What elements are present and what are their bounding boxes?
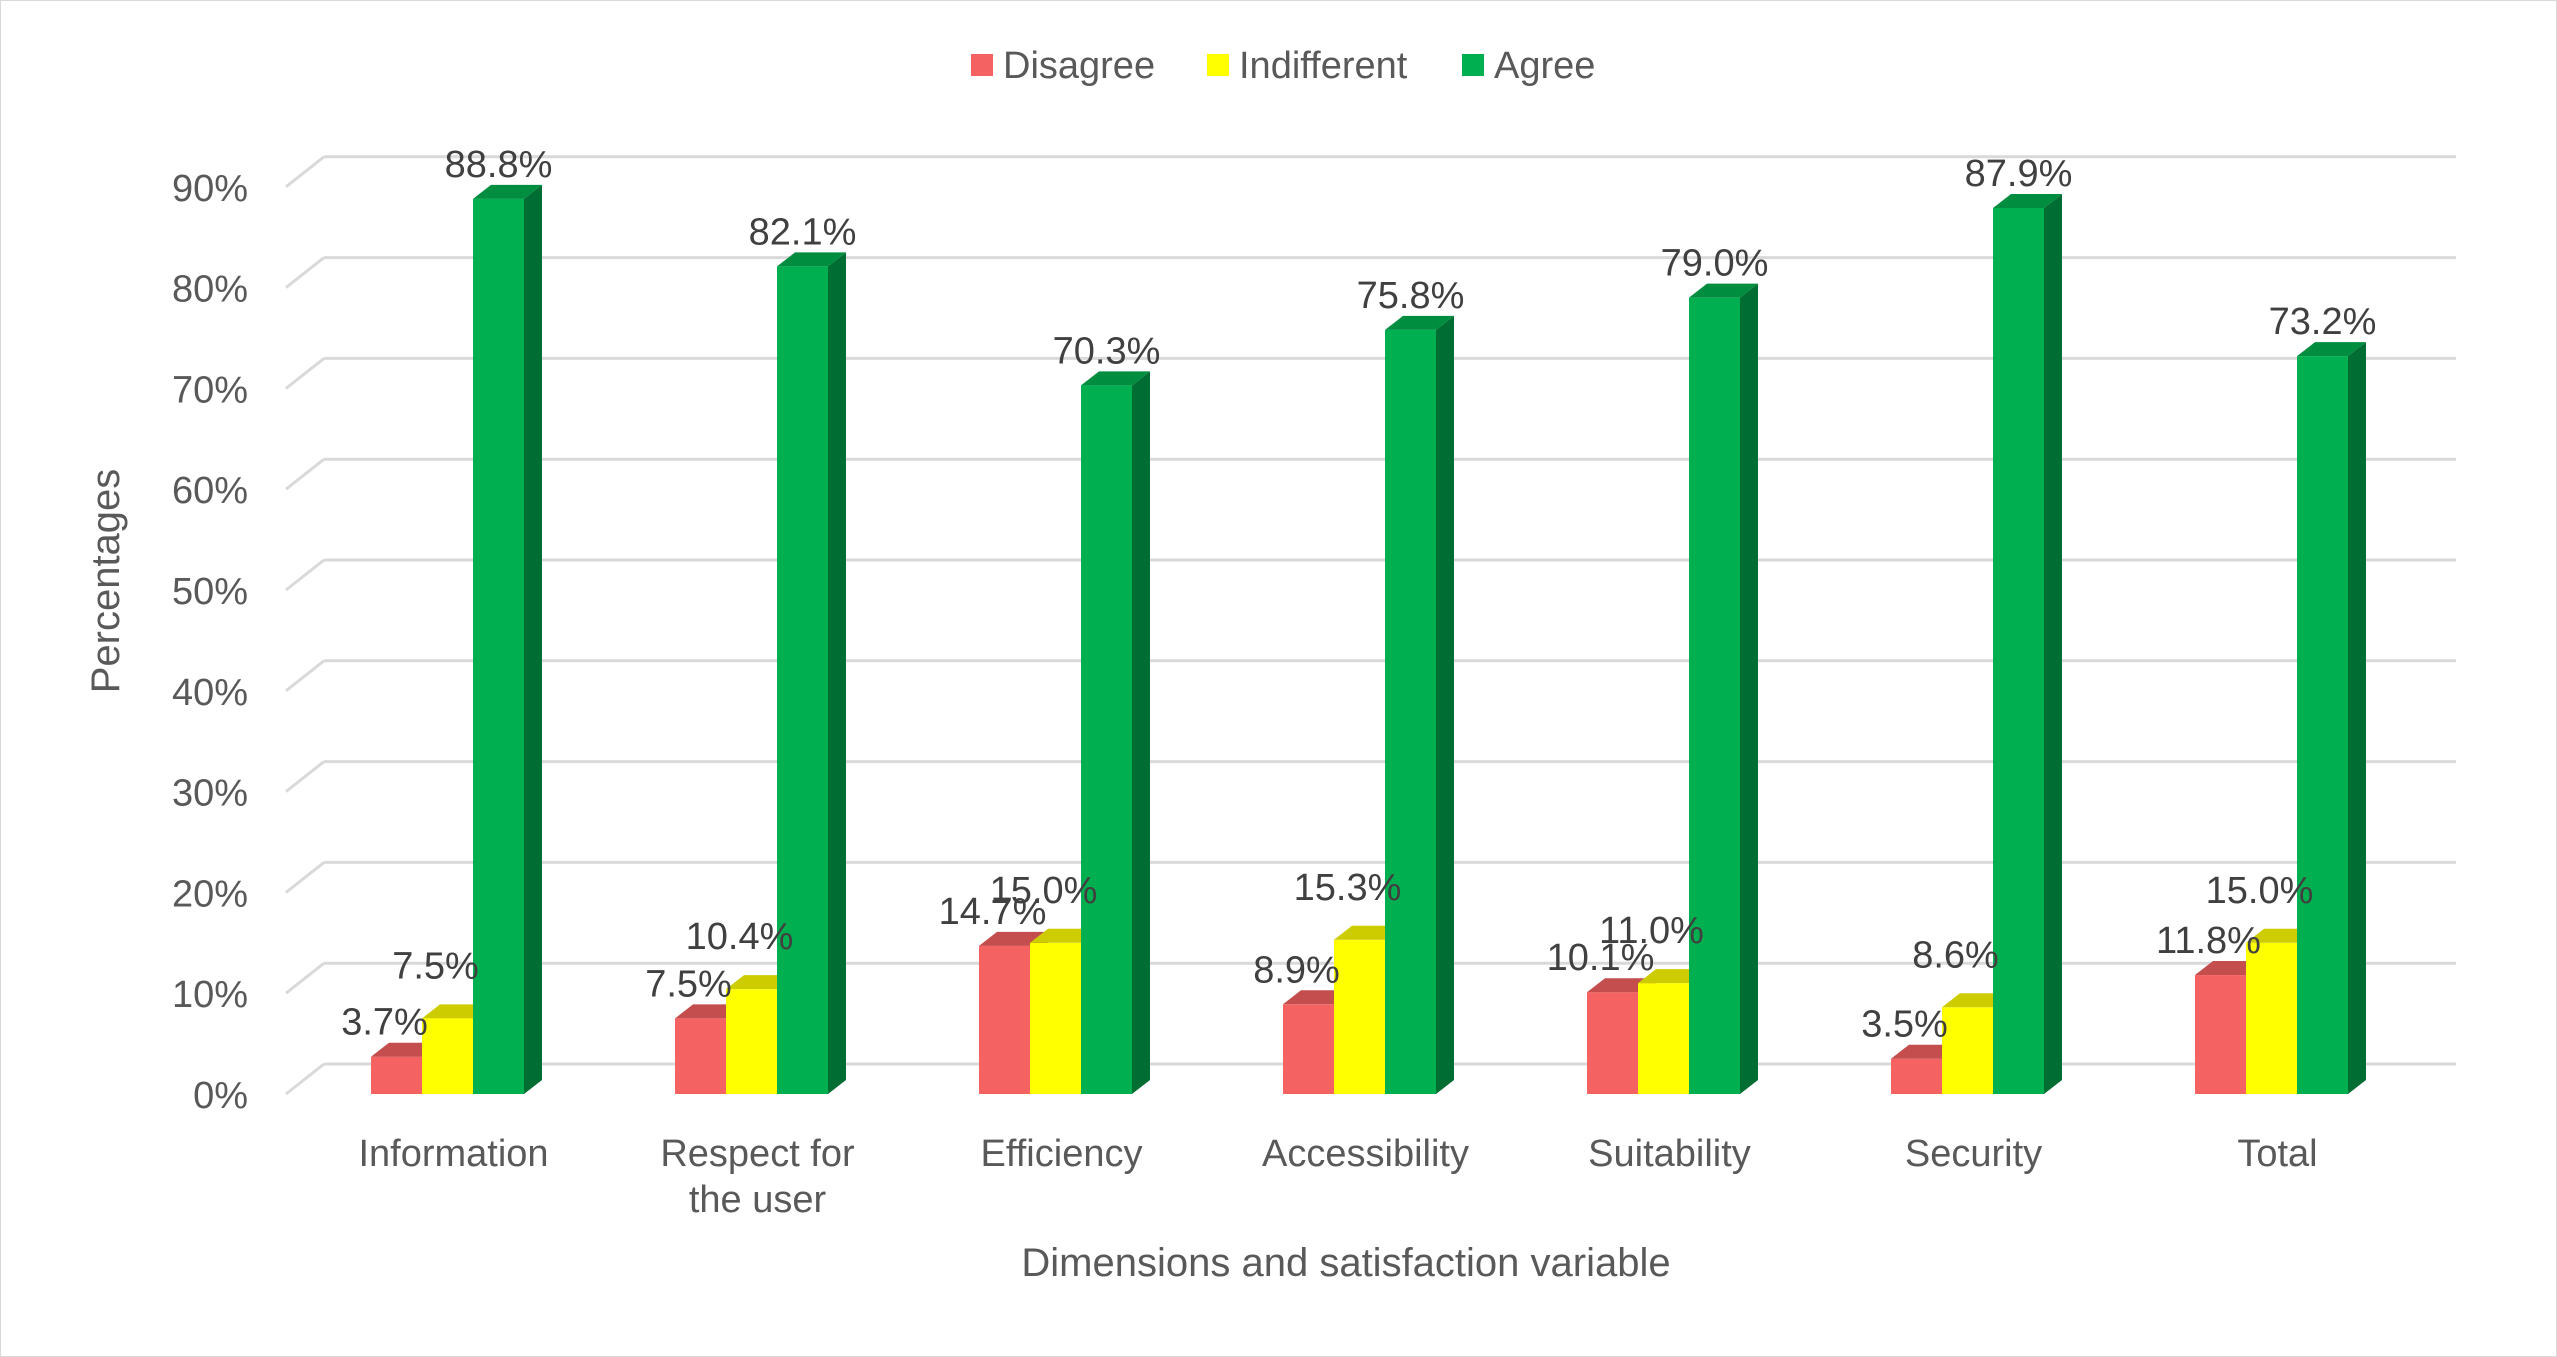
data-labels: 3.7%7.5%88.8%7.5%10.4%82.1%14.7%15.0%70.… — [341, 144, 2376, 1046]
y-axis-ticks: 0% 10% 20% 30% 40% 50% 60% 70% 80% 90% — [172, 168, 248, 1117]
bar-disagree — [1283, 1004, 1334, 1094]
bar-indifferent — [726, 989, 777, 1094]
bar-indifferent — [1638, 983, 1689, 1094]
data-label-agree: 70.3% — [1053, 330, 1161, 372]
bar-indifferent — [2246, 942, 2297, 1094]
data-label-indifferent: 15.0% — [990, 870, 1098, 912]
bar-indifferent — [1942, 1007, 1993, 1094]
y-tick-label: 60% — [172, 470, 248, 512]
y-tick-label: 40% — [172, 672, 248, 714]
bar-agree — [473, 198, 524, 1094]
data-label-indifferent: 15.0% — [2206, 870, 2314, 912]
bar-disagree — [979, 945, 1030, 1094]
bar-side-agree — [2044, 193, 2062, 1094]
bar-agree — [1689, 297, 1740, 1094]
y-tick-label: 30% — [172, 773, 248, 815]
category-label: Information — [358, 1133, 548, 1175]
gridline-depth — [285, 357, 325, 390]
category-label: Respect for the user — [660, 1133, 855, 1221]
bar-agree — [777, 266, 828, 1094]
y-tick-label: 70% — [172, 369, 248, 411]
gridline-depth — [285, 962, 325, 995]
bar-top-agree — [1385, 315, 1454, 330]
legend-label-agree: Agree — [1494, 45, 1595, 87]
legend-label-disagree: Disagree — [1003, 45, 1155, 87]
data-label-disagree: 10.1% — [1547, 937, 1655, 979]
gridline-depth — [285, 760, 325, 793]
category-label: Suitability — [1588, 1133, 1751, 1175]
gridline-depth — [285, 659, 325, 692]
data-label-disagree: 8.9% — [1253, 949, 1340, 991]
y-tick-label: 20% — [172, 873, 248, 915]
bar-top-agree — [473, 184, 542, 199]
data-label-indifferent: 15.3% — [1294, 867, 1402, 909]
data-label-agree: 73.2% — [2269, 301, 2377, 343]
bar-disagree — [1587, 992, 1638, 1094]
bar-top-agree — [1993, 193, 2062, 208]
legend-swatch-disagree — [971, 54, 993, 76]
bar-indifferent — [1030, 942, 1081, 1094]
data-label-indifferent: 11.0% — [1599, 910, 1704, 952]
category-label: Efficiency — [981, 1133, 1143, 1175]
bar-agree — [1385, 329, 1436, 1094]
bar-side-agree — [524, 184, 542, 1094]
gridline-depth — [285, 1062, 325, 1096]
bar-side-agree — [1740, 283, 1758, 1094]
y-axis-title: Percentages — [84, 469, 128, 694]
bars — [371, 184, 2366, 1095]
bar-agree — [2297, 356, 2348, 1094]
data-label-disagree: 3.7% — [341, 1002, 428, 1044]
data-label-disagree: 14.7% — [939, 891, 1047, 933]
x-axis-categories: Information Respect for the user Efficiency… — [358, 1133, 2317, 1221]
data-label-agree: 88.8% — [445, 144, 553, 186]
y-tick-label: 10% — [172, 974, 248, 1016]
category-label: Accessibility — [1262, 1133, 1469, 1175]
bar-indifferent — [422, 1018, 473, 1094]
bar-indifferent — [1334, 939, 1385, 1094]
bar-disagree — [2195, 975, 2246, 1094]
data-label-agree: 79.0% — [1661, 243, 1769, 285]
bar-disagree — [371, 1056, 422, 1094]
data-label-disagree: 3.5% — [1861, 1004, 1948, 1046]
bar-top-agree — [2297, 342, 2366, 357]
legend-label-indifferent: Indifferent — [1239, 45, 1408, 87]
gridline-depth — [285, 861, 325, 894]
data-label-indifferent: 10.4% — [686, 916, 794, 958]
y-tick-label: 0% — [193, 1075, 248, 1117]
gridline-depth — [285, 458, 325, 491]
y-tick-label: 90% — [172, 168, 248, 210]
bar-top-agree — [1081, 371, 1150, 386]
data-label-agree: 82.1% — [749, 211, 857, 253]
legend: Disagree Indifferent Agree — [971, 45, 1595, 87]
data-label-indifferent: 7.5% — [392, 945, 479, 987]
data-label-indifferent: 8.6% — [1912, 934, 1999, 976]
category-label: Security — [1905, 1133, 2042, 1175]
x-axis-title: Dimensions and satisfaction variable — [1021, 1241, 1670, 1285]
bar-side-agree — [2348, 342, 2366, 1094]
gridline-depth — [285, 155, 325, 188]
bar-agree — [1081, 385, 1132, 1095]
data-label-disagree: 7.5% — [645, 963, 732, 1005]
bar-disagree — [675, 1018, 726, 1094]
bar-top-agree — [1689, 283, 1758, 298]
gridline-depth — [285, 558, 325, 592]
gridline-depth — [285, 256, 325, 289]
y-tick-label: 50% — [172, 571, 248, 613]
bar-top-agree — [777, 252, 846, 267]
bar-agree — [1993, 207, 2044, 1094]
legend-swatch-indifferent — [1207, 54, 1229, 76]
bar-disagree — [1891, 1058, 1942, 1094]
category-label: Total — [2237, 1133, 2317, 1175]
bar-side-agree — [1132, 371, 1150, 1095]
bar-side-agree — [1436, 315, 1454, 1094]
data-label-disagree: 11.8% — [2156, 920, 2261, 962]
data-label-agree: 87.9% — [1965, 153, 2073, 195]
legend-swatch-agree — [1462, 54, 1484, 76]
y-tick-label: 80% — [172, 269, 248, 311]
data-label-agree: 75.8% — [1357, 275, 1465, 317]
bar-side-agree — [828, 252, 846, 1094]
